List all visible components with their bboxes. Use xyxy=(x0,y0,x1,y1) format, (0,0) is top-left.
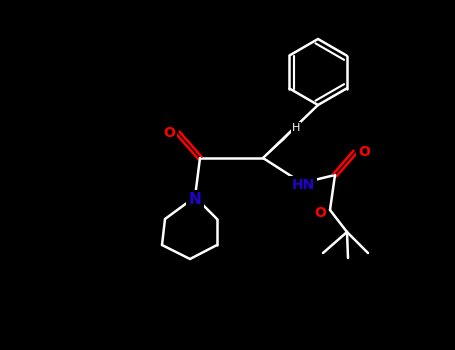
Text: O: O xyxy=(358,145,370,159)
Text: H: H xyxy=(292,123,300,133)
Text: N: N xyxy=(189,193,202,208)
Text: O: O xyxy=(314,206,326,220)
Text: O: O xyxy=(163,126,175,140)
Text: HN: HN xyxy=(291,178,314,192)
Polygon shape xyxy=(263,133,290,158)
